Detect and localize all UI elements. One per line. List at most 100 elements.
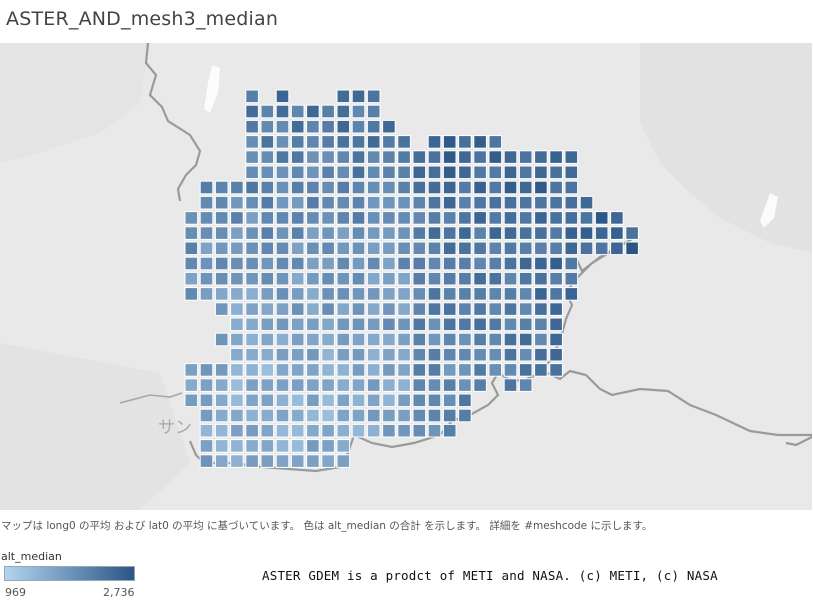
mesh-cell[interactable]: [245, 363, 259, 377]
mesh-cell[interactable]: [260, 439, 275, 453]
mesh-cell[interactable]: [321, 119, 335, 134]
mesh-cell[interactable]: [534, 165, 548, 180]
mesh-cell[interactable]: [534, 271, 548, 286]
mesh-cell[interactable]: [412, 211, 427, 225]
mesh-cell[interactable]: [306, 454, 320, 468]
mesh-cell[interactable]: [351, 165, 366, 180]
mesh-cell[interactable]: [275, 241, 290, 256]
mesh-cell[interactable]: [351, 363, 366, 377]
mesh-cell[interactable]: [488, 332, 503, 347]
mesh-cell[interactable]: [245, 287, 259, 301]
mesh-cell[interactable]: [442, 195, 457, 210]
mesh-cell[interactable]: [412, 271, 427, 286]
mesh-cell[interactable]: [245, 241, 259, 256]
mesh-cell[interactable]: [230, 408, 244, 423]
mesh-cell[interactable]: [366, 271, 381, 286]
mesh-cell[interactable]: [382, 332, 396, 347]
mesh-cell[interactable]: [488, 165, 503, 180]
mesh-cell[interactable]: [442, 211, 457, 225]
mesh-cell[interactable]: [534, 363, 548, 377]
mesh-cell[interactable]: [336, 423, 351, 438]
mesh-cell[interactable]: [245, 317, 259, 332]
mesh-cell[interactable]: [245, 332, 259, 347]
mesh-cell[interactable]: [184, 226, 199, 240]
mesh-cell[interactable]: [564, 226, 579, 240]
mesh-cell[interactable]: [336, 439, 351, 453]
mesh-cell[interactable]: [397, 241, 411, 256]
mesh-cell[interactable]: [518, 363, 533, 377]
mesh-cell[interactable]: [260, 332, 275, 347]
mesh-cell[interactable]: [488, 135, 503, 149]
mesh-cell[interactable]: [260, 423, 275, 438]
mesh-cell[interactable]: [245, 408, 259, 423]
mesh-cell[interactable]: [321, 423, 335, 438]
mesh-cell[interactable]: [442, 150, 457, 164]
mesh-cell[interactable]: [412, 195, 427, 210]
mesh-cell[interactable]: [199, 363, 214, 377]
mesh-cell[interactable]: [427, 332, 442, 347]
mesh-cell[interactable]: [321, 271, 335, 286]
mesh-cell[interactable]: [442, 287, 457, 301]
mesh-cell[interactable]: [366, 89, 381, 104]
mesh-cell[interactable]: [564, 256, 579, 271]
mesh-cell[interactable]: [290, 135, 305, 149]
mesh-cell[interactable]: [366, 180, 381, 195]
mesh-cell[interactable]: [351, 256, 366, 271]
mesh-cell[interactable]: [442, 363, 457, 377]
mesh-cell[interactable]: [427, 408, 442, 423]
mesh-cell[interactable]: [260, 241, 275, 256]
map-canvas[interactable]: サン: [0, 43, 812, 510]
mesh-cell[interactable]: [503, 363, 518, 377]
mesh-cell[interactable]: [427, 195, 442, 210]
mesh-cell[interactable]: [427, 256, 442, 271]
mesh-cell[interactable]: [230, 439, 244, 453]
mesh-cell[interactable]: [412, 150, 427, 164]
mesh-cell[interactable]: [306, 332, 320, 347]
mesh-cell[interactable]: [275, 317, 290, 332]
mesh-cell[interactable]: [306, 302, 320, 316]
mesh-cell[interactable]: [382, 393, 396, 408]
mesh-cell[interactable]: [230, 454, 244, 468]
mesh-cell[interactable]: [549, 317, 563, 332]
mesh-cell[interactable]: [473, 180, 487, 195]
mesh-cell[interactable]: [473, 241, 487, 256]
mesh-cell[interactable]: [503, 180, 518, 195]
mesh-cell[interactable]: [458, 135, 472, 149]
mesh-cell[interactable]: [503, 226, 518, 240]
mesh-cell[interactable]: [442, 180, 457, 195]
mesh-cell[interactable]: [230, 180, 244, 195]
mesh-cell[interactable]: [306, 363, 320, 377]
mesh-cell[interactable]: [397, 226, 411, 240]
mesh-cell[interactable]: [230, 363, 244, 377]
mesh-cell[interactable]: [579, 195, 594, 210]
mesh-cell[interactable]: [321, 165, 335, 180]
mesh-cell[interactable]: [336, 89, 351, 104]
mesh-cell[interactable]: [549, 271, 563, 286]
mesh-cell[interactable]: [275, 287, 290, 301]
mesh-cell[interactable]: [199, 393, 214, 408]
mesh-cell[interactable]: [321, 317, 335, 332]
mesh-cell[interactable]: [336, 378, 351, 392]
mesh-cell[interactable]: [260, 256, 275, 271]
mesh-cell[interactable]: [275, 89, 290, 104]
mesh-cell[interactable]: [275, 439, 290, 453]
mesh-cell[interactable]: [336, 165, 351, 180]
mesh-cell[interactable]: [579, 241, 594, 256]
mesh-cell[interactable]: [321, 104, 335, 119]
mesh-cell[interactable]: [549, 332, 563, 347]
map-view[interactable]: サン: [0, 43, 812, 510]
mesh-cell[interactable]: [442, 408, 457, 423]
mesh-cell[interactable]: [397, 211, 411, 225]
mesh-cell[interactable]: [427, 271, 442, 286]
mesh-cell[interactable]: [245, 256, 259, 271]
mesh-cell[interactable]: [549, 226, 563, 240]
mesh-cell[interactable]: [260, 180, 275, 195]
mesh-cell[interactable]: [290, 454, 305, 468]
mesh-cell[interactable]: [275, 150, 290, 164]
mesh-cell[interactable]: [275, 363, 290, 377]
mesh-cell[interactable]: [382, 195, 396, 210]
mesh-cell[interactable]: [275, 165, 290, 180]
mesh-cell[interactable]: [549, 241, 563, 256]
mesh-cell[interactable]: [427, 378, 442, 392]
mesh-cell[interactable]: [306, 150, 320, 164]
